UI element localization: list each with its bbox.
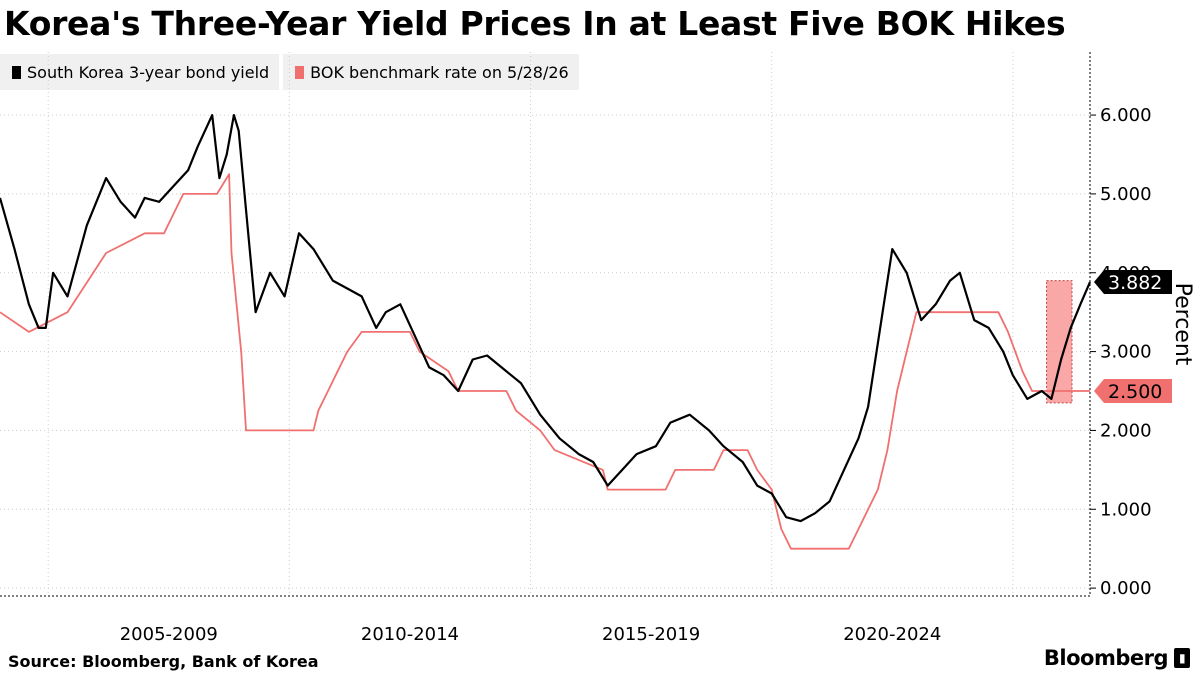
y-tick-label: 6.000 — [1100, 105, 1152, 126]
x-tick-label: 2020-2024 — [843, 624, 941, 645]
y-tick-label: 1.000 — [1100, 499, 1152, 520]
source-note: Source: Bloomberg, Bank of Korea — [8, 652, 319, 671]
y-tick-label: 0.000 — [1100, 578, 1152, 599]
legend-swatch-bok — [295, 65, 305, 79]
y-axis-title: Percent — [1170, 283, 1195, 366]
bok-last-value-label: 2.500 — [1108, 381, 1162, 403]
highlight-region — [1046, 280, 1073, 404]
brand-name: Bloomberg — [1043, 646, 1169, 670]
legend-label-bok: BOK benchmark rate on 5/28/26 — [310, 62, 569, 82]
chart-title: Korea's Three-Year Yield Prices In at Le… — [4, 4, 1066, 43]
y-tick-label: 2.000 — [1100, 420, 1152, 441]
y-tick-label: 3.000 — [1100, 342, 1152, 363]
y-tick-label: 5.000 — [1100, 184, 1152, 205]
legend-label-yield: South Korea 3-year bond yield — [27, 62, 270, 82]
bloomberg-terminal-icon: ▮ — [1174, 648, 1190, 668]
legend: South Korea 3-year bond yield BOK benchm… — [0, 54, 579, 90]
legend-item-yield: South Korea 3-year bond yield — [0, 54, 280, 90]
brand-logo: Bloomberg ▮ — [1044, 646, 1190, 670]
legend-item-bok: BOK benchmark rate on 5/28/26 — [283, 54, 579, 90]
yield-last-value-tag — [1094, 270, 1172, 295]
x-tick-label: 2005-2009 — [120, 624, 218, 645]
x-tick-label: 2010-2014 — [361, 624, 459, 645]
bok-last-value-tag — [1094, 379, 1172, 404]
yield-last-value-label: 3.882 — [1108, 272, 1162, 294]
yield-series-line — [0, 113, 1092, 523]
x-tick-label: 2015-2019 — [602, 624, 700, 645]
legend-swatch-yield — [12, 65, 21, 79]
bok-series-line — [0, 173, 1090, 550]
